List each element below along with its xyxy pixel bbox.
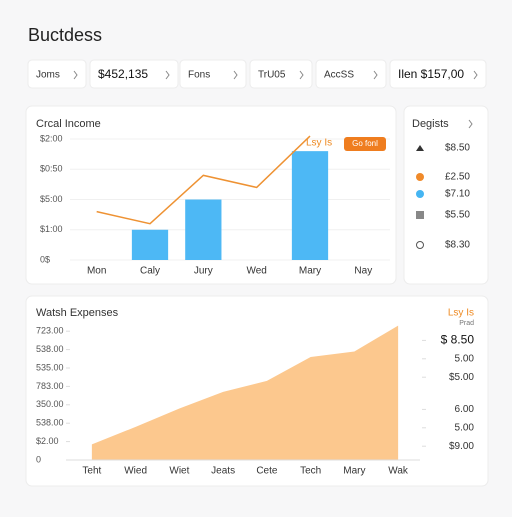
expenses-title: Watsh Expenses [36,307,119,319]
x-tick-label: Wiet [169,466,189,477]
x-tick-label: Wed [246,266,266,277]
digest-value: £2.50 [445,172,470,183]
bar [185,199,222,260]
tab-label: TrU05 [258,70,286,81]
y-tick-label: $2:00 [40,133,63,143]
y2-tick-label: $9.00 [449,441,474,452]
x-tick-label: Nay [354,266,372,277]
tab-label: Ilen $157,00 [398,67,464,81]
chevron [473,70,478,80]
y2-tick-label: $ 8.50 [441,333,475,347]
badge[interactable] [344,137,386,151]
y-tick-label: 0 [36,454,41,464]
chevron [299,70,304,80]
digest-list: $8.50 £2.50 $7.10 $5.50 $8.30 [416,143,470,251]
income-chart: 0$ $1:00 $5:00 $0:50 $2:00 Mon Caly Jury Wed Mary… [40,133,390,277]
tab-label: Fons [188,70,210,81]
tab[interactable] [389,59,487,89]
y-tick-label: 783.00 [36,381,64,391]
tab[interactable] [315,59,387,89]
digests-card [403,105,489,285]
y2-tick-label: 5.00 [455,353,475,364]
line [96,135,311,225]
y-tick-label: $0:50 [40,164,63,174]
y-tick-label: 538.00 [36,418,64,428]
page-title: Buctdess [28,25,102,45]
y-tick-label: $1:00 [40,224,63,234]
digest-value: $8.50 [445,143,470,154]
income-title: Crcal Income [36,118,101,130]
chevron [373,70,378,80]
y-tick-label: $2.00 [36,436,59,446]
chevron [233,70,238,80]
x-tick-label: Caly [140,266,160,277]
icon [416,241,424,249]
x-tick-label: Wak [388,466,409,477]
tab[interactable] [179,59,247,89]
chevron [73,70,78,80]
annotation: Lsy Is [448,308,474,319]
x-tick-label: Cete [256,466,278,477]
y-tick-label: $5:00 [40,194,63,204]
x-tick-label: Wied [124,466,147,477]
x-tick-label: Jeats [211,466,235,477]
x-tick-label: Mary [299,266,321,277]
icon [416,211,424,219]
chevron[interactable] [468,119,473,129]
digest-value: $8.30 [445,240,470,251]
tab[interactable] [27,59,87,89]
tab-label: AccSS [324,70,354,81]
digest-value: $5.50 [445,210,470,221]
digests-title: Degists [412,118,449,130]
badge-label: Go fonl [352,139,378,148]
expenses-chart: 0 $2.00 538.00 350.00 783.00 535.00 538.00 723.… [36,308,474,477]
y-tick-label: 723.00 [36,326,64,336]
x-tick-label: Teht [82,466,101,477]
y2-tick-label: $5.00 [449,372,474,383]
x-tick-label: Mary [343,466,365,477]
y2-tick-label: 5.00 [455,422,475,433]
x-tick-label: Jury [194,266,213,277]
chevron [165,70,170,80]
y2-tick-label: 6.00 [455,404,475,415]
digest-value: $7.10 [445,189,470,200]
note: Prad [459,320,474,327]
x-tick-label: Tech [300,466,321,477]
tab-label: Joms [36,70,60,81]
y-tick-label: 0$ [40,254,50,264]
y-tick-label: 538.00 [36,344,64,354]
tab-label: $452,135 [98,67,148,81]
bar [131,229,169,260]
y-tick-label: 535.00 [36,362,64,372]
x-tick-label: Mon [87,266,106,277]
bar [291,151,329,260]
area [91,325,399,460]
icon [416,173,424,181]
tab-strip: Joms $452,135 Fons TrU05 AccSS Ilen $157,00 [27,59,487,89]
annotation: Lsy Is [306,138,332,149]
icon [416,145,424,151]
tab[interactable] [249,59,313,89]
y-tick-label: 350.00 [36,399,64,409]
icon [416,190,424,198]
tab[interactable] [89,59,179,89]
